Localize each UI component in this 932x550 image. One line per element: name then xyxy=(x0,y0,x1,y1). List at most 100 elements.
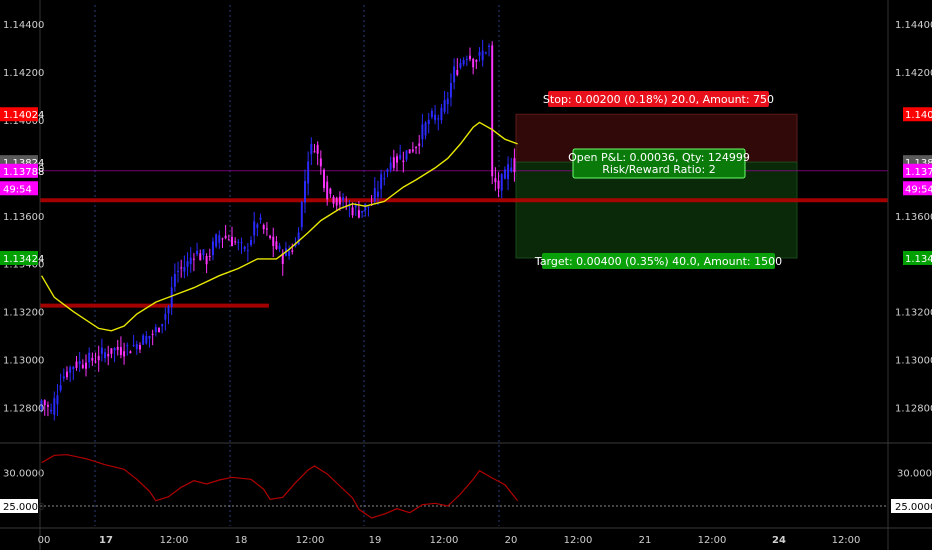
candle-body xyxy=(262,224,265,230)
price-badge-left xyxy=(0,107,38,122)
time-tick-label: 12:00 xyxy=(296,535,325,546)
candle-body xyxy=(240,242,243,244)
candle-body xyxy=(75,361,78,368)
candle-body xyxy=(497,180,500,189)
candle-body xyxy=(164,313,167,320)
right-tick-label: 1.14200 xyxy=(895,68,932,79)
candle-body xyxy=(297,232,300,245)
candle-body xyxy=(376,191,379,197)
moving-average xyxy=(40,121,518,332)
candle-body xyxy=(100,347,103,354)
candle-body xyxy=(278,245,281,250)
time-tick-label: 18 xyxy=(235,535,248,546)
candle-body xyxy=(107,353,110,357)
candle-body xyxy=(342,197,345,201)
candle-body xyxy=(234,241,237,243)
left-tick-label: 1.13000 xyxy=(3,356,44,367)
right-tick-label: 1.13600 xyxy=(895,212,932,223)
candle-body xyxy=(472,58,475,68)
candle-body xyxy=(411,149,414,152)
position-labels: Stop: 0.00200 (0.18%) 20.0, Amount: 750 O… xyxy=(534,91,782,269)
left-tick-label: 1.13400 xyxy=(3,260,44,271)
candle-body xyxy=(177,270,180,272)
price-badge-label: 1.13788 xyxy=(3,167,44,178)
indicator-badge-right xyxy=(891,499,932,513)
price-badge-label: 1.14024 xyxy=(3,110,44,121)
candle-body xyxy=(364,203,367,211)
candle-body xyxy=(237,241,240,243)
candle-body xyxy=(56,395,59,405)
candle-body xyxy=(449,83,452,98)
candle-body xyxy=(151,333,154,335)
candle-body xyxy=(478,51,481,56)
target-label: Target: 0.00400 (0.35%) 40.0, Amount: 15… xyxy=(534,255,782,268)
candle-body xyxy=(313,151,316,153)
price-badge-label: 49:54 xyxy=(905,184,932,195)
candle-body xyxy=(192,258,195,260)
candle-body xyxy=(62,376,65,379)
left-tick-label: 1.13200 xyxy=(3,308,44,319)
horizontal-lines xyxy=(40,170,888,308)
candle-body xyxy=(158,328,160,332)
price-badge-label: 49:54 xyxy=(3,184,32,195)
candle-body xyxy=(427,119,430,125)
time-tick-label: 17 xyxy=(99,535,113,546)
price-badge-left xyxy=(0,163,38,178)
time-tick-label: 20 xyxy=(505,535,518,546)
candle-body xyxy=(430,110,433,118)
candle-body xyxy=(104,352,107,359)
candle-body xyxy=(281,253,284,265)
indicator-line xyxy=(41,454,519,519)
candle-body xyxy=(319,158,322,167)
candle-body xyxy=(399,154,402,160)
candle-body xyxy=(227,239,230,241)
candle-body xyxy=(269,235,272,238)
right-tick-label: 1.14400 xyxy=(895,20,932,31)
candle-body xyxy=(221,238,224,240)
candle-body xyxy=(326,181,329,200)
candle-body xyxy=(170,287,173,307)
candle-body xyxy=(503,169,506,179)
left-tick-label: 1.12800 xyxy=(3,403,44,414)
moving-average-line xyxy=(40,121,518,332)
candle-body xyxy=(329,188,332,194)
price-badge-label: 1.13788 xyxy=(905,167,932,178)
candle-body xyxy=(481,50,484,61)
price-badges: 1.140241.140241.138241.138241.137881.137… xyxy=(0,107,932,265)
candle-body xyxy=(129,351,132,354)
time-tick-label: 12:00 xyxy=(832,535,861,546)
position-tool[interactable] xyxy=(515,113,798,259)
candle-body xyxy=(81,364,84,369)
candle-body xyxy=(72,366,75,370)
candle-body xyxy=(335,197,338,206)
candle-body xyxy=(361,210,364,213)
candle-body xyxy=(119,347,122,356)
candle-body xyxy=(316,144,319,154)
candle-body xyxy=(256,224,259,228)
candle-body xyxy=(272,236,275,247)
candle-body xyxy=(59,385,62,391)
candle-body xyxy=(85,362,87,369)
pnl-label: Open P&L: 0.00036, Qty: 124999 xyxy=(568,151,750,164)
candle-body xyxy=(113,348,116,351)
candle-body xyxy=(424,122,427,136)
time-tick-label: 12:00 xyxy=(698,535,727,546)
candle-body xyxy=(367,206,370,208)
time-tick-label: 19 xyxy=(369,535,382,546)
candle-body xyxy=(440,107,443,120)
risk-reward-label: Risk/Reward Ratio: 2 xyxy=(602,163,715,176)
candle-body xyxy=(189,257,192,265)
candle-body xyxy=(491,45,494,177)
candle-body xyxy=(415,147,418,149)
session-separators xyxy=(94,5,500,526)
candle-body xyxy=(294,243,297,247)
pnl-label-box xyxy=(572,148,746,179)
candle-body xyxy=(392,157,395,168)
right-tick-label: 1.12800 xyxy=(895,403,932,414)
candle-body xyxy=(421,124,424,140)
candle-body xyxy=(243,246,246,250)
candle-body xyxy=(138,345,141,350)
candle-body xyxy=(348,205,351,207)
